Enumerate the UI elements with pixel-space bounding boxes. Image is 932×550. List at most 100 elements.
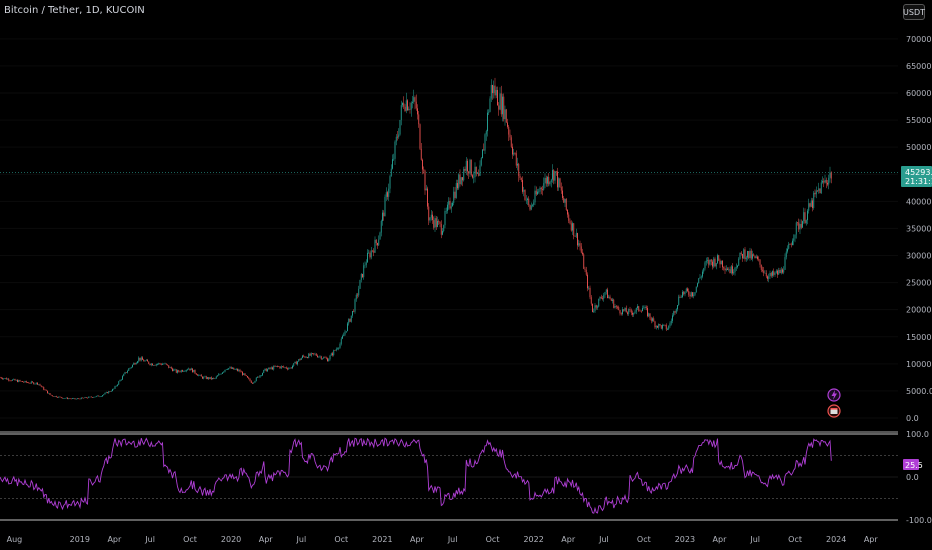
candle-body [247,376,248,378]
candle-body [790,244,792,246]
candle-body [368,252,370,254]
price-tick-label: 10000.0 [906,360,932,369]
time-axis[interactable]: Aug 2019 Apr Jul Oct 2020 Apr Jul Oct 2021 Apr Jul O… [7,535,879,544]
candle-body [472,175,473,178]
candle-body [135,362,137,365]
candle-body [164,363,166,365]
candle-body [738,258,740,266]
candle-body [348,318,350,324]
candle-body [277,365,278,367]
calendar-icon[interactable] [827,404,841,418]
candle-body [460,177,462,185]
candle-body [712,261,713,267]
candle-body [492,84,493,94]
candle-body [567,209,568,215]
candle-body [250,380,252,383]
time-tick-label: Apr [561,535,576,544]
candle-body [257,376,258,378]
candle-body [335,348,337,351]
candle-body [44,389,46,391]
candle-body [329,355,331,360]
candle-body [112,389,113,392]
indicator-value-badge: 25.5 [903,459,923,470]
candle-body [803,212,805,222]
candle-body [613,299,615,308]
candle-body [704,262,706,269]
candle-body [52,395,53,397]
candle-body [284,367,286,368]
candle-body [205,376,207,379]
candle-body [24,381,26,383]
price-tick-label: 15000.0 [906,333,932,342]
candle-body [682,291,683,297]
candle-body [242,371,243,375]
candle-body [354,299,356,312]
candle-body [583,254,585,269]
candle-body [133,363,135,365]
candle-body [195,373,197,375]
indicator-tick-label: 100.0 [906,430,929,439]
candle-body [600,297,602,299]
candle-body [670,320,672,324]
candle-body [745,257,747,260]
candle-body [173,369,175,372]
candle-body [508,126,510,135]
lightning-icon[interactable] [827,388,841,402]
candle-body [409,108,411,110]
candle-body [697,283,698,287]
candle-body [217,375,218,377]
candle-body [138,357,140,362]
time-tick-label: Apr [107,535,122,544]
candle-body [200,374,202,377]
candle-body [93,397,95,398]
time-tick-label: Apr [259,535,274,544]
candle-body [234,369,236,370]
candle-body [398,134,400,138]
candle-body [709,259,711,265]
candle-body [597,306,598,308]
candle-body [503,96,505,120]
candle-body [127,370,128,373]
candle-body [175,369,177,373]
candle-body [84,397,86,398]
candle-body [254,380,256,383]
candle-body [577,233,578,246]
candle-body [728,269,730,270]
candle-body [7,378,8,380]
candle-body [622,309,623,315]
candle-body [32,381,33,383]
candle-body [274,366,276,367]
candle-body [3,378,5,380]
candle-body [528,198,530,205]
time-tick-label: 2019 [70,535,90,544]
candle-body [4,378,6,379]
candle-body [198,375,200,376]
candle-body [372,250,373,252]
candle-body [783,269,785,273]
candle-body [588,287,590,289]
candle-body [615,306,617,307]
candle-body [610,298,612,301]
price-axis[interactable]: 0.0 5000.0 10000.0 15000.0 20000.0 25000.0 300… [906,35,932,423]
candle-body [78,398,80,400]
candle-body [568,214,570,221]
candle-body [495,90,497,96]
candle-body [487,112,488,132]
candle-body [47,390,48,394]
candle-body [333,350,335,356]
candle-body [432,214,433,221]
candle-body [355,294,357,300]
candle-body [207,377,208,379]
candle-body [132,364,133,368]
currency-button[interactable]: USDT [903,4,925,20]
candle-body [439,221,441,224]
candle-body [664,324,666,326]
price-tick-label: 65000.0 [906,62,932,71]
candle-body [794,234,796,239]
candle-body [698,278,700,284]
candle-body [414,97,416,102]
candle-body [253,382,255,384]
candle-body [124,372,126,375]
candle-body [215,376,217,379]
